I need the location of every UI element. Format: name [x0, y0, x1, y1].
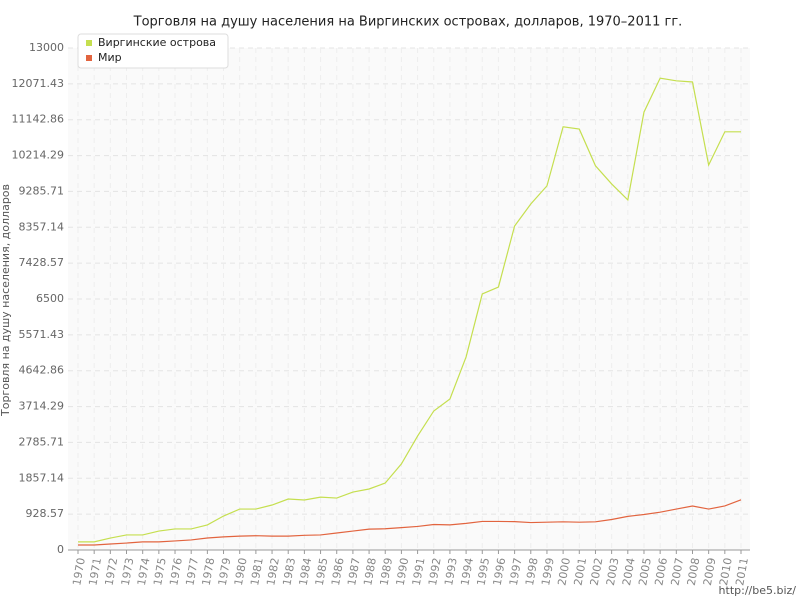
x-tick-label: 2004 — [620, 557, 638, 587]
x-tick-label: 1985 — [313, 557, 331, 587]
x-tick-label: 2001 — [572, 557, 590, 587]
y-tick-label: 10214.29 — [12, 149, 65, 162]
x-tick-label: 1978 — [200, 557, 218, 587]
y-tick-label: 1857.14 — [19, 471, 65, 484]
x-tick-label: 1971 — [86, 557, 104, 587]
x-tick-label: 1972 — [103, 557, 121, 587]
x-tick-label: 1997 — [507, 557, 525, 587]
x-tick-label: 2006 — [652, 557, 670, 587]
x-tick-label: 1987 — [345, 557, 363, 587]
x-tick-label: 2005 — [636, 557, 654, 587]
y-tick-label: 11142.86 — [12, 113, 65, 126]
watermark: http://be5.biz/ — [719, 584, 797, 597]
legend-box — [77, 33, 229, 69]
grid: 0 928.57 1857.14 2785.71 3714.29 4642.86 5571.… — [12, 41, 751, 587]
x-tick-label: 1979 — [216, 557, 234, 587]
x-tick-label: 1975 — [151, 557, 169, 587]
x-tick-label: 1996 — [491, 557, 509, 587]
x-tick-label: 2010 — [717, 557, 735, 587]
legend-label: Мир — [98, 51, 122, 64]
x-tick-label: 1998 — [523, 557, 541, 587]
x-tick-label: 2003 — [604, 557, 622, 587]
chart-title: Торговля на душу населения на Виргинских… — [133, 15, 683, 30]
x-tick-label: 1973 — [119, 557, 137, 587]
x-tick-label: 1984 — [297, 557, 315, 587]
x-tick-label: 1990 — [394, 557, 412, 587]
legend-swatch — [86, 40, 92, 46]
legend-label: Виргинские острова — [98, 36, 216, 49]
x-tick-label: 1992 — [426, 557, 444, 587]
x-tick-label: 2008 — [685, 557, 703, 587]
y-tick-label: 7428.57 — [19, 256, 65, 269]
x-tick-label: 1994 — [458, 557, 476, 587]
legend-swatch — [86, 55, 92, 61]
x-tick-label: 1976 — [167, 557, 185, 587]
x-tick-label: 1974 — [135, 557, 153, 587]
y-tick-label: 13000 — [29, 41, 64, 54]
lines — [78, 77, 742, 546]
x-tick-label: 1991 — [410, 557, 428, 587]
y-tick-label: 8357.14 — [19, 220, 65, 233]
x-tick-label: 1995 — [475, 557, 493, 587]
x-tick-label: 1982 — [264, 557, 282, 587]
x-tick-label: 1977 — [183, 557, 201, 587]
legend: Виргинские острова Мир — [77, 33, 229, 69]
x-tick-label: 1980 — [232, 557, 250, 587]
x-tick-label: 1988 — [361, 557, 379, 587]
series-line — [78, 77, 741, 543]
y-tick-label: 3714.29 — [19, 400, 65, 413]
y-tick-label: 4642.86 — [19, 364, 65, 377]
x-tick-label: 2002 — [588, 557, 606, 587]
x-tick-label: 1983 — [280, 557, 298, 587]
x-tick-label: 1993 — [442, 557, 460, 587]
y-tick-label: 0 — [57, 543, 64, 556]
y-tick-label: 5571.43 — [19, 328, 65, 341]
y-tick-label: 6500 — [36, 292, 64, 305]
x-tick-label: 2009 — [701, 557, 719, 587]
x-tick-label: 1989 — [377, 557, 395, 587]
series-line — [78, 499, 742, 546]
x-tick-label: 1970 — [70, 557, 88, 587]
y-axis-label: Торговля на душу населения, долларов — [0, 184, 12, 417]
x-tick-label: 2007 — [669, 557, 687, 587]
y-tick-label: 9285.71 — [19, 184, 65, 197]
x-tick-label: 1981 — [248, 557, 266, 587]
y-tick-label: 12071.43 — [12, 77, 65, 90]
x-tick-label: 1999 — [539, 557, 557, 587]
y-tick-label: 2785.71 — [19, 435, 65, 448]
x-tick-label: 2011 — [733, 557, 751, 587]
x-tick-label: 2000 — [555, 557, 573, 587]
x-tick-label: 1986 — [329, 557, 347, 587]
y-tick-label: 928.57 — [26, 507, 65, 520]
